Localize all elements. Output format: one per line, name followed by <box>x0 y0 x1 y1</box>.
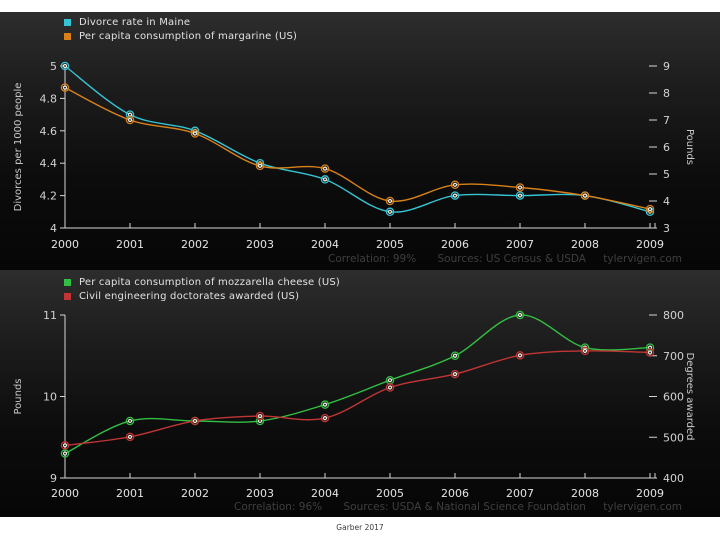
svg-text:4.6: 4.6 <box>40 125 58 138</box>
correlation-text: Correlation: 96% <box>234 501 323 513</box>
svg-text:5: 5 <box>50 60 57 73</box>
legend-item: Divorce rate in Maine <box>64 15 297 29</box>
svg-text:400: 400 <box>663 472 684 485</box>
svg-text:4: 4 <box>663 195 670 208</box>
svg-text:2008: 2008 <box>571 487 599 500</box>
correlation-text: Correlation: 99% <box>328 253 417 265</box>
svg-text:800: 800 <box>663 309 684 322</box>
chart-footer: Correlation: 99% Sources: US Census & US… <box>328 253 682 265</box>
svg-text:Pounds: Pounds <box>13 378 24 414</box>
svg-text:2001: 2001 <box>116 238 144 251</box>
svg-text:2002: 2002 <box>181 487 209 500</box>
svg-text:Divorces per 1000 people: Divorces per 1000 people <box>13 83 24 212</box>
legend-item: Per capita consumption of margarine (US) <box>64 29 297 43</box>
svg-text:2009: 2009 <box>636 487 664 500</box>
svg-text:2007: 2007 <box>506 238 534 251</box>
svg-text:6: 6 <box>663 141 670 154</box>
slide-caption: Garber 2017 <box>336 523 384 532</box>
svg-text:2006: 2006 <box>441 487 469 500</box>
svg-text:2000: 2000 <box>51 238 79 251</box>
svg-text:2008: 2008 <box>571 238 599 251</box>
svg-text:2005: 2005 <box>376 487 404 500</box>
svg-text:9: 9 <box>663 60 670 73</box>
legend-label: Per capita consumption of margarine (US) <box>79 30 298 42</box>
svg-text:2001: 2001 <box>116 487 144 500</box>
legend-item: Civil engineering doctorates awarded (US… <box>64 289 340 303</box>
site-link-text: tylervigen.com <box>603 253 682 265</box>
svg-text:4.8: 4.8 <box>40 92 58 105</box>
chart-panel-bottom: Per capita consumption of mozzarella che… <box>0 270 720 517</box>
svg-text:7: 7 <box>663 114 670 127</box>
svg-text:5: 5 <box>663 168 670 181</box>
sources-text: Sources: US Census & USDA <box>437 253 586 265</box>
svg-text:2009: 2009 <box>636 238 664 251</box>
svg-text:4: 4 <box>50 222 57 235</box>
svg-text:2003: 2003 <box>246 238 274 251</box>
svg-text:4.2: 4.2 <box>40 190 58 203</box>
svg-text:11: 11 <box>43 309 57 322</box>
chart-panel-top: Divorce rate in Maine Per capita consump… <box>0 12 720 270</box>
svg-text:9: 9 <box>50 472 57 485</box>
svg-text:10: 10 <box>43 391 57 404</box>
svg-text:2004: 2004 <box>311 238 339 251</box>
svg-text:2003: 2003 <box>246 487 274 500</box>
legend-color-swatch-icon <box>64 292 71 300</box>
legend-label: Civil engineering doctorates awarded (US… <box>79 290 300 302</box>
line-chart-top: 5 4.8 4.6 4.4 4.2 4 9 8 7 6 5 4 3 2000 2001 2002 2003 200… <box>13 60 695 251</box>
svg-text:2004: 2004 <box>311 487 339 500</box>
legend-color-swatch-icon <box>64 18 71 26</box>
svg-text:2000: 2000 <box>51 487 79 500</box>
svg-text:2006: 2006 <box>441 238 469 251</box>
svg-text:2002: 2002 <box>181 238 209 251</box>
svg-text:Pounds: Pounds <box>684 129 695 165</box>
svg-text:8: 8 <box>663 87 670 100</box>
svg-text:2005: 2005 <box>376 238 404 251</box>
sources-text: Sources: USDA & National Science Foundat… <box>343 501 586 513</box>
svg-text:700: 700 <box>663 350 684 363</box>
svg-text:4.4: 4.4 <box>40 157 58 170</box>
svg-text:600: 600 <box>663 391 684 404</box>
legend-item: Per capita consumption of mozzarella che… <box>64 275 340 289</box>
svg-text:Degrees awarded: Degrees awarded <box>684 352 695 440</box>
legend-label: Divorce rate in Maine <box>79 16 191 28</box>
line-chart-bottom: 11 10 9 800 700 600 500 400 2000 2001 2002 2003 2004… <box>13 309 695 500</box>
legend-color-swatch-icon <box>64 32 71 40</box>
svg-text:2007: 2007 <box>506 487 534 500</box>
legend-bottom: Per capita consumption of mozzarella che… <box>64 275 340 303</box>
svg-text:500: 500 <box>663 431 684 444</box>
chart-footer: Correlation: 96% Sources: USDA & Nationa… <box>234 501 682 513</box>
site-link-text: tylervigen.com <box>603 501 682 513</box>
legend-label: Per capita consumption of mozzarella che… <box>79 276 340 288</box>
legend-color-swatch-icon <box>64 278 71 286</box>
svg-text:3: 3 <box>663 222 670 235</box>
legend-top: Divorce rate in Maine Per capita consump… <box>64 15 297 43</box>
